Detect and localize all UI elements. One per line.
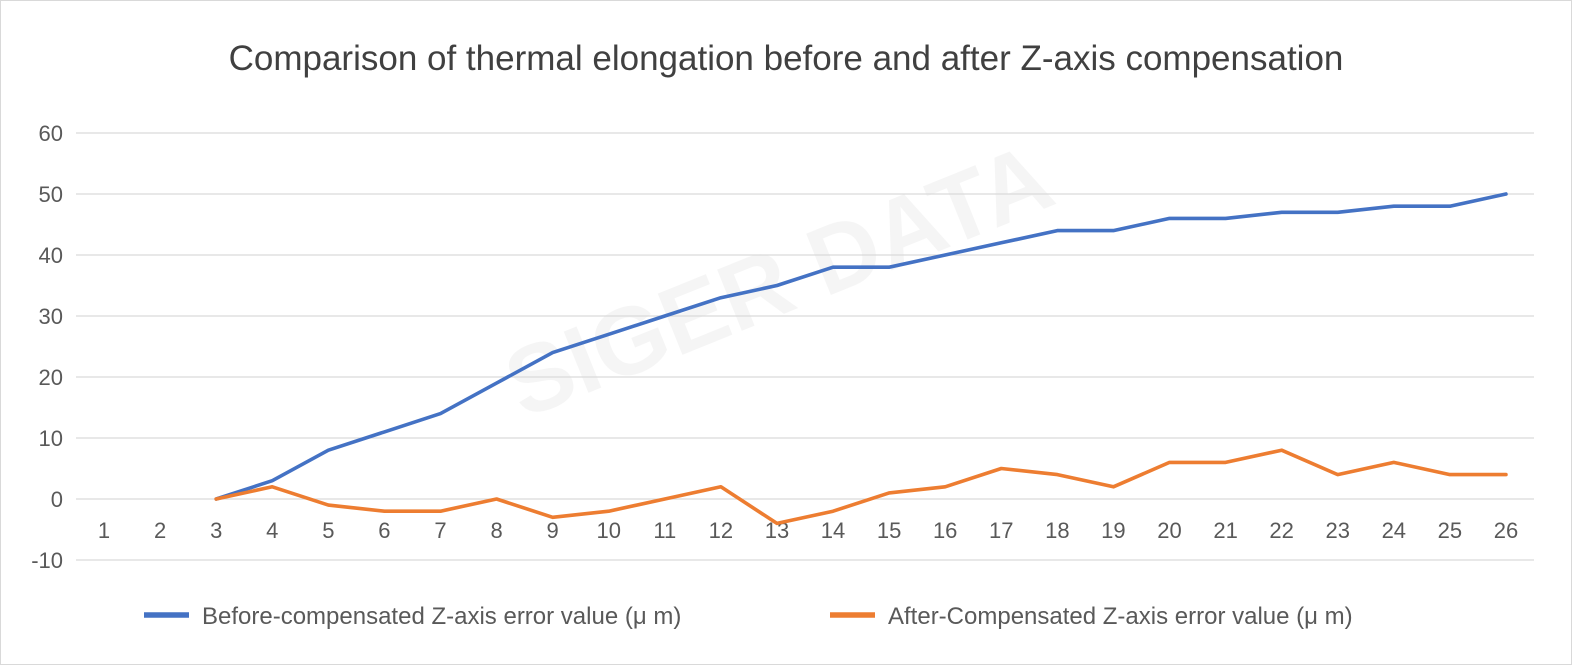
- series-line-1: [214, 192, 1508, 501]
- x-tick-label: 11: [653, 518, 676, 543]
- legend-label-1: Before-compensated Z-axis error value (μ…: [202, 603, 681, 630]
- x-tick-label: 2: [154, 518, 166, 543]
- x-tick-label: 12: [709, 518, 733, 543]
- y-tick-label: 0: [51, 487, 63, 512]
- x-tick-label: 10: [596, 518, 620, 543]
- y-tick-label: -10: [31, 548, 63, 573]
- x-tick-label: 7: [434, 518, 446, 543]
- y-tick-label: 40: [39, 243, 63, 268]
- y-tick-label: 20: [39, 365, 63, 390]
- x-tick-label: 16: [933, 518, 957, 543]
- x-tick-label: 19: [1101, 518, 1125, 543]
- x-tick-label: 4: [266, 518, 278, 543]
- y-tick-label: 60: [39, 121, 63, 146]
- series-line-2: [214, 448, 1508, 526]
- x-tick-label: 23: [1325, 518, 1349, 543]
- x-tick-label: 8: [490, 518, 502, 543]
- x-tick-label: 18: [1045, 518, 1069, 543]
- chart-title: Comparison of thermal elongation before …: [228, 39, 1344, 78]
- watermark-text: SIGER DATA: [491, 123, 1067, 439]
- x-tick-label: 5: [322, 518, 334, 543]
- x-tick-label: 26: [1494, 518, 1518, 543]
- y-tick-label: 50: [39, 182, 63, 207]
- x-tick-label: 25: [1438, 518, 1462, 543]
- x-tick-label: 6: [378, 518, 390, 543]
- x-tick-label: 9: [547, 518, 559, 543]
- legend-label-2: After-Compensated Z-axis error value (μ …: [888, 603, 1353, 630]
- x-tick-label: 22: [1269, 518, 1293, 543]
- x-tick-label: 1: [98, 518, 110, 543]
- y-tick-label: 10: [39, 426, 63, 451]
- x-tick-label: 17: [989, 518, 1013, 543]
- x-tick-label: 14: [821, 518, 845, 543]
- x-tick-label: 20: [1157, 518, 1181, 543]
- x-tick-label: 24: [1382, 518, 1406, 543]
- x-tick-label: 15: [877, 518, 901, 543]
- y-tick-label: 30: [39, 304, 63, 329]
- x-tick-label: 3: [210, 518, 222, 543]
- x-tick-label: 21: [1213, 518, 1237, 543]
